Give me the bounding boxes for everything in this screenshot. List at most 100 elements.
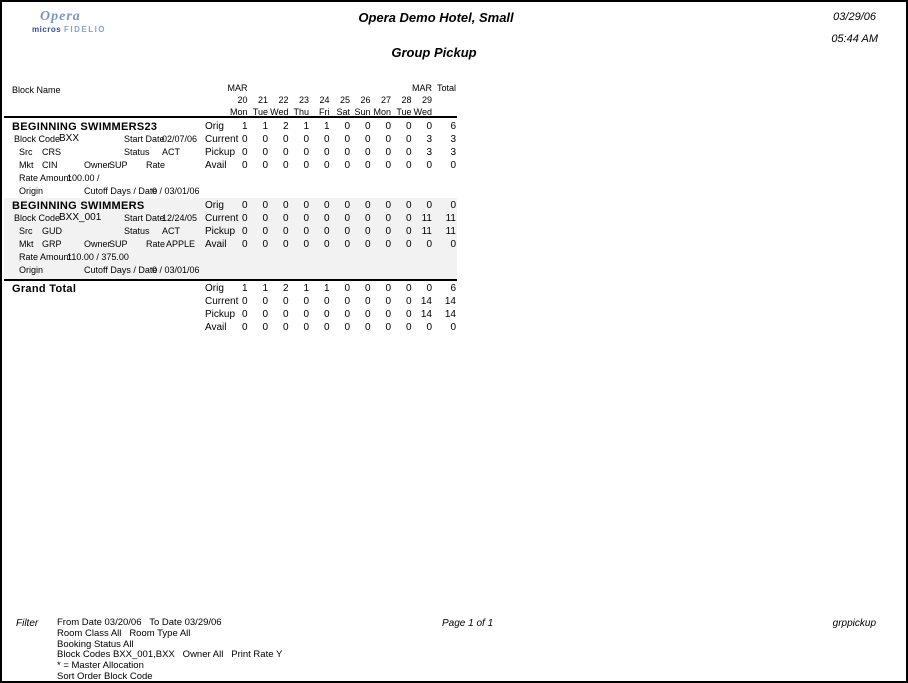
grid-cell: Thu xyxy=(293,107,309,117)
grid-cell: 0 xyxy=(364,239,371,250)
grid-cell xyxy=(330,83,351,93)
row-label: Orig xyxy=(205,200,224,211)
grid-cell: 0 xyxy=(262,322,268,333)
table-header: Block Name MAR MAR Total 20 21 22 23 24 25 26 27… xyxy=(4,82,457,118)
row-label: Pickup xyxy=(205,309,236,320)
grid-cell: 1 xyxy=(241,121,248,132)
row-total: 11 xyxy=(445,213,456,224)
origin-label: Origin xyxy=(19,265,44,275)
date-labels: 20 21 22 23 24 25 26 27 28 29 xyxy=(227,95,432,105)
grid-cell: 0 xyxy=(262,309,268,320)
grid-cell: 0 xyxy=(262,160,268,171)
grid-cell: 0 xyxy=(282,226,289,237)
grid-cell xyxy=(289,83,310,93)
grid-cell: 0 xyxy=(364,309,371,320)
src-label: Src xyxy=(19,226,33,236)
grid-cell: 0 xyxy=(303,239,309,250)
grid-cell: 0 xyxy=(282,134,289,145)
day-values: 0 0 0 0 0 0 0 0 0 14 xyxy=(227,309,432,320)
grid-cell: 0 xyxy=(241,200,248,211)
grid-cell: 0 xyxy=(241,160,248,171)
row-label: Current xyxy=(205,213,239,224)
page-number: Page 1 of 1 xyxy=(442,618,494,629)
grid-cell: 0 xyxy=(385,200,391,211)
grid-cell: 0 xyxy=(364,121,371,132)
grid-cell: 0 xyxy=(282,296,289,307)
row-label: Pickup xyxy=(205,147,236,158)
filter-line: From Date 03/20/06 To Date 03/29/06 xyxy=(57,617,222,628)
origin-label: Origin xyxy=(19,186,44,196)
pickup-grid: Orig 1 1 2 1 1 0 0 0 0 0 6 Current 0 0 0 0 0 0 0 0 0 3 3 P… xyxy=(205,121,456,173)
day-values: 0 0 0 0 0 0 0 0 0 3 xyxy=(227,147,432,158)
filter-criteria: From Date 03/20/06 To Date 03/29/06 Room… xyxy=(57,617,283,681)
grid-cell: 0 xyxy=(323,147,330,158)
grid-cell: 0 xyxy=(405,134,412,145)
mkt-value: CIN xyxy=(42,160,58,170)
grid-cell: 27 xyxy=(380,95,391,105)
grid-cell: 0 xyxy=(405,213,412,224)
grid-cell: 0 xyxy=(405,283,412,294)
filter-line: Block Codes BXX_001,BXX Owner All Print … xyxy=(57,649,283,661)
grid-cell: 1 xyxy=(323,283,330,294)
grid-cell: 0 xyxy=(323,309,330,320)
grid-cell: 0 xyxy=(344,134,350,145)
grid-cell: 0 xyxy=(426,121,432,132)
block-name: BEGINNING SWIMMERS xyxy=(12,200,145,212)
grid-cell: 0 xyxy=(426,322,432,333)
grid-cell: 0 xyxy=(323,160,330,171)
grid-cell: 0 xyxy=(364,322,371,333)
grid-cell: 0 xyxy=(303,322,309,333)
row-label: Orig xyxy=(205,283,224,294)
report-title: Group Pickup xyxy=(391,45,477,60)
grid-cell: 0 xyxy=(364,160,371,171)
grid-cell: 29 xyxy=(421,95,432,105)
row-total: 3 xyxy=(450,134,456,145)
grid-cell: 0 xyxy=(344,200,350,211)
mkt-label: Mkt xyxy=(19,160,34,170)
grid-cell: 0 xyxy=(385,160,391,171)
grid-cell: 0 xyxy=(344,322,350,333)
src-value: CRS xyxy=(42,147,62,157)
grid-cell: 0 xyxy=(385,226,391,237)
report-date: 03/29/06 xyxy=(833,11,876,23)
block-code-value: BXX xyxy=(59,133,80,144)
day-values: 0 0 0 0 0 0 0 0 0 0 xyxy=(227,239,432,250)
start-date-value: 02/07/06 xyxy=(162,134,198,144)
grid-cell: 0 xyxy=(303,147,309,158)
block-code-value: BXX_001 xyxy=(59,212,102,223)
grid-cell: 0 xyxy=(282,200,289,211)
filter-line: Booking Status All xyxy=(57,638,134,650)
block-name-column-header: Block Name xyxy=(12,85,61,95)
status-value: ACT xyxy=(162,147,180,157)
grid-cell: 1 xyxy=(262,283,268,294)
row-total: 6 xyxy=(450,121,456,132)
grid-cell: 0 xyxy=(262,296,268,307)
grid-cell: 0 xyxy=(241,226,248,237)
grid-cell: 0 xyxy=(426,239,432,250)
grid-cell: 0 xyxy=(364,213,371,224)
grid-cell: 24 xyxy=(319,95,330,105)
grid-cell: 0 xyxy=(364,283,371,294)
grid-cell: 0 xyxy=(323,200,330,211)
grid-cell: 2 xyxy=(282,121,289,132)
start-date-value: 12/24/05 xyxy=(162,213,198,223)
grid-cell: 0 xyxy=(241,309,248,320)
grid-cell: 0 xyxy=(241,296,248,307)
grid-cell: 0 xyxy=(405,200,412,211)
grid-cell: 0 xyxy=(344,213,350,224)
report-code: grppickup xyxy=(832,618,876,629)
grid-cell: 0 xyxy=(303,160,309,171)
grid-cell: 0 xyxy=(344,283,350,294)
grid-cell: 0 xyxy=(405,160,412,171)
grid-cell: 1 xyxy=(323,121,330,132)
grid-cell: 0 xyxy=(282,213,289,224)
total-column-header: Total xyxy=(436,83,456,93)
status-label: Status xyxy=(124,226,150,236)
avail-row: Avail 0 0 0 0 0 0 0 0 0 0 0 xyxy=(205,160,456,173)
grid-cell: 0 xyxy=(303,200,309,211)
grid-cell: 0 xyxy=(323,213,330,224)
grid-cell: 0 xyxy=(344,147,350,158)
grand-total-label: Grand Total xyxy=(12,283,77,295)
grid-cell: 1 xyxy=(303,283,309,294)
grid-cell: 0 xyxy=(323,322,330,333)
